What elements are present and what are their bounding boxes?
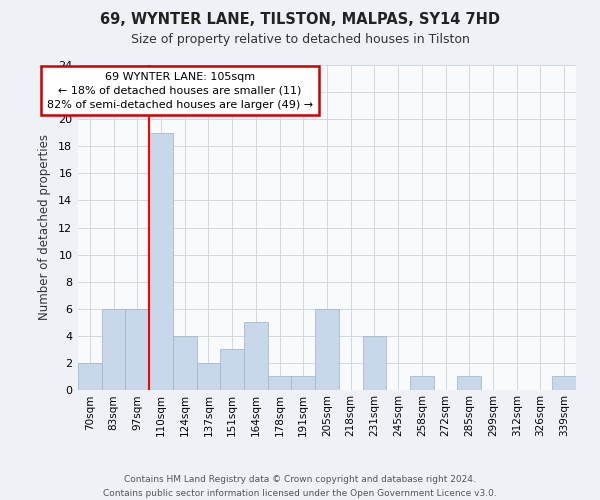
Bar xyxy=(552,376,576,390)
Text: 69 WYNTER LANE: 105sqm
← 18% of detached houses are smaller (11)
82% of semi-det: 69 WYNTER LANE: 105sqm ← 18% of detached… xyxy=(47,72,313,110)
Bar xyxy=(125,308,149,390)
Bar xyxy=(102,308,125,390)
Bar xyxy=(244,322,268,390)
Bar xyxy=(173,336,197,390)
Bar xyxy=(220,350,244,390)
Y-axis label: Number of detached properties: Number of detached properties xyxy=(38,134,51,320)
Bar xyxy=(292,376,315,390)
Bar xyxy=(149,132,173,390)
Bar xyxy=(268,376,292,390)
Bar xyxy=(410,376,434,390)
Bar xyxy=(457,376,481,390)
Bar xyxy=(78,363,102,390)
Bar xyxy=(315,308,339,390)
Bar xyxy=(197,363,220,390)
Bar xyxy=(362,336,386,390)
Text: 69, WYNTER LANE, TILSTON, MALPAS, SY14 7HD: 69, WYNTER LANE, TILSTON, MALPAS, SY14 7… xyxy=(100,12,500,28)
Text: Size of property relative to detached houses in Tilston: Size of property relative to detached ho… xyxy=(131,32,469,46)
Text: Contains HM Land Registry data © Crown copyright and database right 2024.
Contai: Contains HM Land Registry data © Crown c… xyxy=(103,476,497,498)
